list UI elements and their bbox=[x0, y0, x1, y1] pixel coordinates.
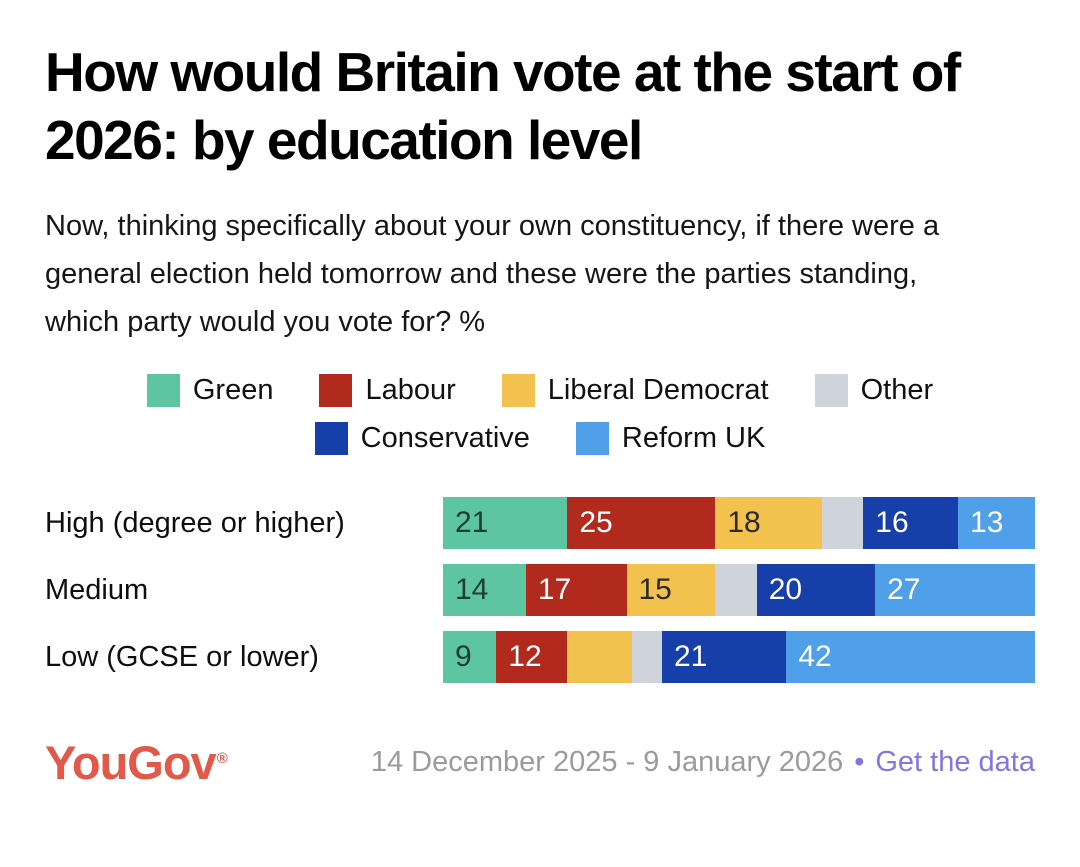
legend-label: Labour bbox=[365, 374, 456, 407]
stacked-bar: 9 12 21 42 bbox=[443, 631, 1035, 684]
legend-item-liberal-democrat: Liberal Democrat bbox=[501, 374, 769, 408]
chart-row: Low (GCSE or lower) 9 12 21 42 bbox=[45, 631, 1035, 684]
segment-value-label: 18 bbox=[727, 506, 761, 540]
legend-label: Reform UK bbox=[621, 422, 766, 455]
bar-segment-reform-uk: 27 bbox=[875, 564, 1035, 617]
stacked-bar-chart: High (degree or higher) 21 25 18 16 13 Medium 1… bbox=[45, 497, 1035, 684]
bar-segment-other bbox=[821, 497, 864, 550]
legend-row: Green Labour Liberal Democrat Other bbox=[146, 374, 934, 408]
date-range: 14 December 2025 - 9 January 2026 bbox=[370, 746, 844, 779]
bar-segment-labour: 25 bbox=[567, 497, 716, 550]
legend-swatch-icon bbox=[319, 374, 353, 408]
yougov-logo: YouGov® bbox=[45, 736, 228, 790]
bar-segment-conservative: 16 bbox=[863, 497, 959, 550]
row-label: Medium bbox=[45, 573, 149, 606]
bar-segment-green: 9 bbox=[443, 631, 497, 684]
bar-segment-conservative: 21 bbox=[662, 631, 787, 684]
legend-label: Other bbox=[860, 374, 934, 407]
registered-mark-icon: ® bbox=[216, 749, 228, 767]
row-label: High (degree or higher) bbox=[45, 506, 345, 539]
bar-segment-reform-uk: 13 bbox=[958, 497, 1035, 550]
bar-segment-labour: 17 bbox=[525, 564, 627, 617]
segment-value-label: 27 bbox=[887, 573, 921, 607]
footer-meta: 14 December 2025 - 9 January 2026 • Get … bbox=[371, 746, 1035, 779]
chart-row: High (degree or higher) 21 25 18 16 13 bbox=[45, 497, 1035, 550]
segment-value-label: 25 bbox=[579, 506, 613, 540]
legend-row: Conservative Reform UK bbox=[314, 422, 766, 456]
bar-segment-conservative: 20 bbox=[756, 564, 876, 617]
legend-item-reform-uk: Reform UK bbox=[575, 422, 766, 456]
segment-value-label: 14 bbox=[455, 573, 489, 607]
bar-segment-other bbox=[632, 631, 662, 684]
legend-item-other: Other bbox=[814, 374, 934, 408]
bar-segment-labour: 12 bbox=[496, 631, 568, 684]
chart-card: How would Britain vote at the start of 2… bbox=[45, 41, 1035, 786]
legend-item-green: Green bbox=[146, 374, 274, 408]
legend-swatch-icon bbox=[146, 374, 180, 408]
bar-segment-other bbox=[715, 564, 757, 617]
segment-value-label: 21 bbox=[455, 506, 489, 540]
chart-subtitle: Now, thinking specifically about your ow… bbox=[45, 210, 940, 339]
legend-item-conservative: Conservative bbox=[314, 422, 530, 456]
bar-segment-liberal-democrat bbox=[567, 631, 633, 684]
segment-value-label: 17 bbox=[537, 573, 572, 607]
legend-swatch-icon bbox=[501, 374, 535, 408]
logo-text: YouGov bbox=[45, 736, 217, 790]
segment-value-label: 12 bbox=[508, 640, 542, 674]
segment-value-label: 20 bbox=[768, 573, 803, 607]
bar-segment-green: 21 bbox=[443, 497, 568, 550]
get-the-data-link[interactable]: Get the data bbox=[875, 746, 1035, 779]
page-title: How would Britain vote at the start of 2… bbox=[45, 41, 961, 172]
stacked-bar: 14 17 15 20 27 bbox=[443, 564, 1035, 617]
segment-value-label: 16 bbox=[875, 506, 909, 540]
bar-segment-liberal-democrat: 15 bbox=[626, 564, 716, 617]
legend-label: Green bbox=[192, 374, 274, 407]
bar-segment-liberal-democrat: 18 bbox=[715, 497, 822, 550]
segment-value-label: 15 bbox=[638, 573, 672, 607]
bar-segment-green: 14 bbox=[443, 564, 526, 617]
legend-item-labour: Labour bbox=[319, 374, 456, 408]
bullet-separator-icon: • bbox=[854, 746, 865, 779]
segment-value-label: 13 bbox=[970, 506, 1004, 540]
stacked-bar: 21 25 18 16 13 bbox=[443, 497, 1035, 550]
legend-swatch-icon bbox=[314, 422, 348, 456]
segment-value-label: 42 bbox=[798, 640, 832, 674]
legend: Green Labour Liberal Democrat Other Conserva… bbox=[45, 374, 1035, 456]
row-label: Low (GCSE or lower) bbox=[45, 640, 319, 673]
segment-value-label: 21 bbox=[674, 640, 708, 674]
legend-swatch-icon bbox=[814, 374, 848, 408]
footer: YouGov® 14 December 2025 - 9 January 202… bbox=[45, 739, 1035, 786]
bar-segment-reform-uk: 42 bbox=[786, 631, 1035, 684]
legend-swatch-icon bbox=[575, 422, 609, 456]
legend-label: Conservative bbox=[360, 422, 530, 455]
legend-label: Liberal Democrat bbox=[547, 374, 769, 407]
chart-row: Medium 14 17 15 20 27 bbox=[45, 564, 1035, 617]
segment-value-label: 9 bbox=[455, 640, 472, 674]
